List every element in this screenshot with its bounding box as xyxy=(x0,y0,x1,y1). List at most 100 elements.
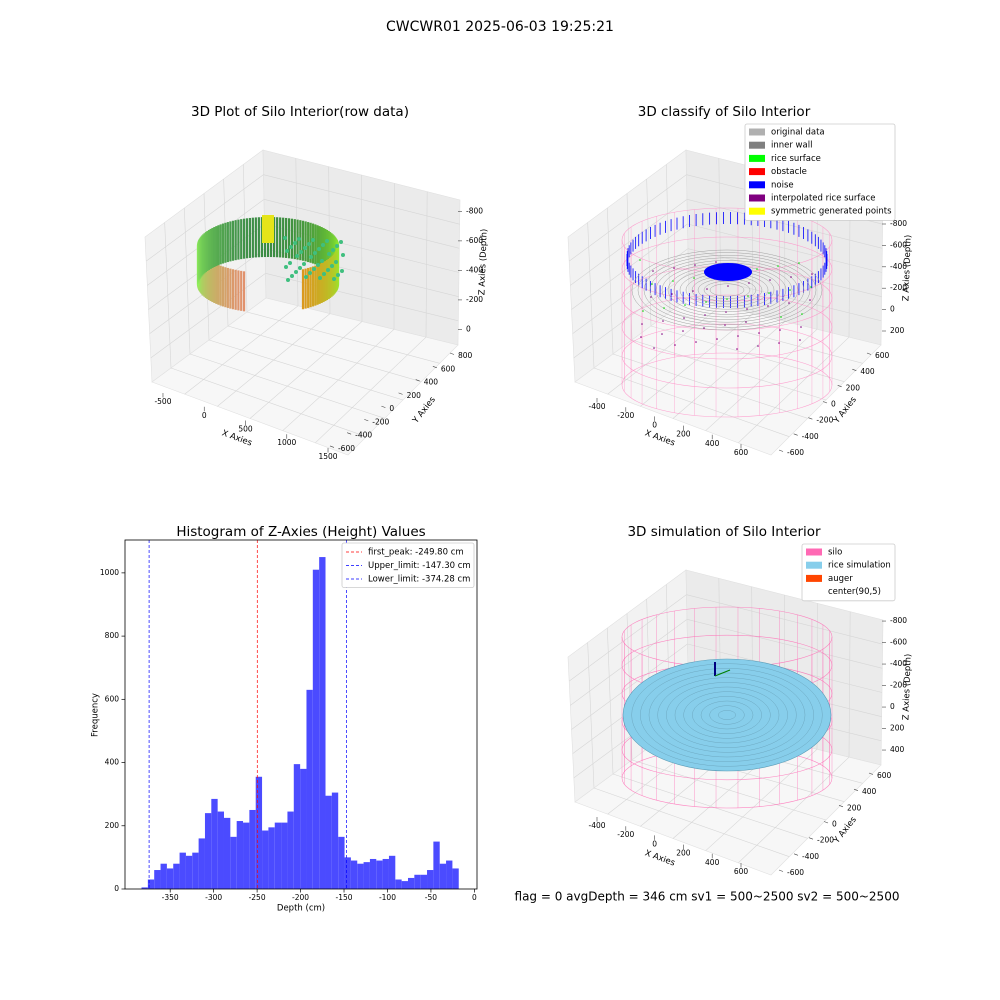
pane-grid xyxy=(686,594,883,645)
point xyxy=(299,250,303,254)
panel-title: 3D Plot of Silo Interior(row data) xyxy=(191,104,409,120)
bar xyxy=(338,836,345,889)
tick-mark xyxy=(793,433,798,436)
point xyxy=(303,246,307,250)
surface-point xyxy=(736,348,738,350)
surface-point xyxy=(726,298,728,300)
point xyxy=(322,272,326,276)
bar xyxy=(287,811,294,889)
wall-point xyxy=(631,249,823,331)
bar xyxy=(281,822,288,889)
surface-point xyxy=(767,305,769,307)
x-tick-label: -100 xyxy=(379,893,396,902)
rice-surface xyxy=(622,658,832,772)
pane-grid xyxy=(568,174,687,262)
axis-label: Z Axies (Depth) xyxy=(477,229,489,296)
surface-point xyxy=(704,314,706,316)
legend-patch xyxy=(749,194,765,202)
y-tick-label: 200 xyxy=(407,391,422,400)
legend-patch xyxy=(806,548,822,556)
panel-title: Histogram of Z-Axies (Height) Values xyxy=(176,524,425,540)
legend-label: rice surface xyxy=(771,154,821,164)
surface-mesh xyxy=(674,686,780,744)
legend-patch xyxy=(749,207,765,215)
bar xyxy=(204,813,212,889)
y-tick-label: 0 xyxy=(832,820,837,829)
bar xyxy=(185,855,193,889)
point xyxy=(316,263,320,267)
y-tick-label: 0 xyxy=(831,400,836,409)
surface-point xyxy=(672,280,674,282)
surface-point xyxy=(747,295,749,297)
surface-point xyxy=(724,324,726,326)
legend-patch xyxy=(806,574,822,582)
point xyxy=(335,244,339,248)
point xyxy=(327,252,331,256)
bar xyxy=(154,870,161,889)
tick-mark xyxy=(778,449,784,452)
z-tick-label: -800 xyxy=(890,616,907,625)
x-tick-label: 0 xyxy=(202,411,207,420)
surface-point xyxy=(798,262,800,264)
point xyxy=(332,277,336,281)
legend-patch xyxy=(749,128,765,136)
y-tick-label: -600 xyxy=(787,868,804,877)
tick-mark xyxy=(381,405,386,408)
point xyxy=(320,259,324,263)
legend-label: first_peak: -249.80 cm xyxy=(368,548,464,558)
bar xyxy=(407,877,415,889)
point xyxy=(326,268,330,272)
surface-point xyxy=(651,283,653,285)
surface-mesh xyxy=(709,705,745,725)
y-tick-label: 600 xyxy=(877,771,892,780)
legend-patch xyxy=(749,168,765,176)
legend-box xyxy=(341,542,475,588)
surface-point xyxy=(756,268,758,270)
point xyxy=(339,240,343,244)
legend-label: interpolated rice surface xyxy=(771,194,876,204)
z-tick-label: 200 xyxy=(890,724,905,733)
legend-label: center(90,5) xyxy=(828,587,881,597)
x-tick-label: 1000 xyxy=(277,438,296,447)
surface-point xyxy=(758,332,760,334)
bar xyxy=(427,870,434,889)
point xyxy=(340,269,344,273)
surface-point xyxy=(799,339,801,341)
bar xyxy=(369,858,377,889)
y-tick-label: -400 xyxy=(802,852,819,861)
x-tick-label: -150 xyxy=(336,893,353,902)
point xyxy=(302,262,306,266)
legend-label: rice simulation xyxy=(828,561,891,571)
y-tick-label: -400 xyxy=(802,432,819,441)
x-tick-label: 1500 xyxy=(318,452,337,461)
bar xyxy=(179,852,186,889)
y-tick-label: 600 xyxy=(875,351,890,360)
tick-mark xyxy=(823,821,829,824)
bar xyxy=(223,817,231,889)
point xyxy=(341,253,345,257)
wall-point xyxy=(709,283,745,297)
pane-grid xyxy=(568,594,687,682)
surface-point xyxy=(811,273,813,275)
surface-mesh xyxy=(683,691,771,739)
legend-patch xyxy=(806,561,822,569)
y-tick-label: 0 xyxy=(114,884,119,893)
tick-mark xyxy=(852,368,857,371)
tick-mark xyxy=(822,401,828,404)
wall-point xyxy=(643,254,811,326)
y-tick-label: -200 xyxy=(816,416,833,425)
point xyxy=(309,255,313,259)
z-tick-label: -200 xyxy=(890,283,907,292)
legend-patch xyxy=(749,181,765,189)
surface-point xyxy=(662,320,664,322)
y-tick-label: 600 xyxy=(105,694,120,703)
point-blob xyxy=(262,215,274,243)
point xyxy=(311,238,315,242)
pane-grid xyxy=(246,311,440,364)
x-tick-label: 200 xyxy=(676,430,691,439)
bar xyxy=(249,809,256,889)
bar xyxy=(433,841,440,889)
legend-box xyxy=(801,543,896,602)
wall-point xyxy=(637,252,817,328)
tick-mark xyxy=(364,419,369,422)
